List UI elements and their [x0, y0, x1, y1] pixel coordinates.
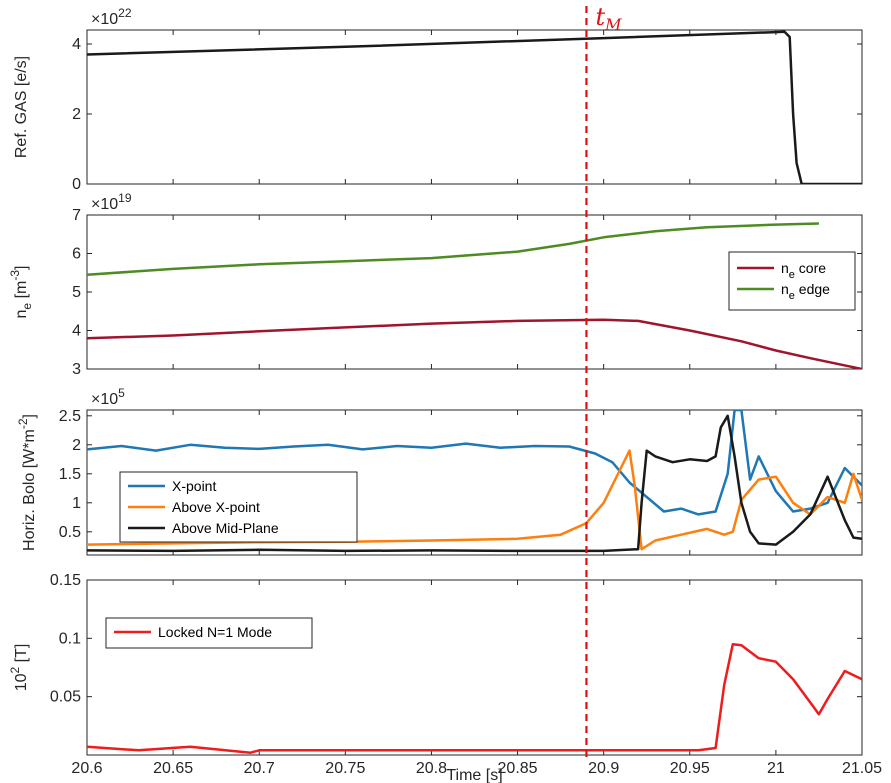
panel-3: 0.5 1 1.5 2 2.5 ×105 Horiz. Bolo [W*m-2] X-poin…	[16, 386, 863, 556]
y-axis-label: ne [m-3]	[8, 266, 34, 319]
y-tick-label: 4	[72, 323, 81, 340]
y-tick-label: 1	[72, 495, 81, 512]
legend-entry: ne core	[781, 260, 826, 281]
x-tick-label: 20.6	[71, 760, 102, 777]
marker-label: tM	[595, 3, 622, 34]
x-axis-label: Time [s]	[446, 767, 502, 783]
y-axis-label: Horiz. Bolo [W*m-2]	[16, 414, 38, 551]
legend-entry: Above Mid-Plane	[172, 520, 279, 536]
y-tick-label: 3	[72, 361, 81, 378]
legend: Locked N=1 Mode	[105, 617, 313, 649]
series-group	[87, 30, 862, 184]
panel-1: 0 2 4 ×1022 Ref. GAS [e/s]	[13, 6, 863, 193]
x-tick-label: 20.95	[670, 760, 710, 777]
axis-exponent: ×1022	[91, 6, 132, 28]
x-tick-label: 20.8	[416, 760, 447, 777]
plot-area	[86, 579, 863, 756]
legend-entry: Above X-point	[172, 499, 260, 515]
y-tick-label: 4	[72, 36, 81, 53]
y-axis-label: 102 [T]	[8, 644, 30, 692]
series-line-edge	[87, 222, 819, 276]
y-tick-label: 2.5	[59, 408, 81, 425]
x-tick-label: 20.7	[244, 760, 275, 777]
y-tick-label: 1.5	[59, 466, 81, 483]
series-line-x-point	[87, 410, 862, 516]
legend-box	[728, 251, 856, 311]
y-tick-label: 0.15	[50, 572, 81, 589]
series-line-locked-n-1-mode	[87, 642, 862, 754]
y-tick-label: 0.05	[50, 689, 81, 706]
x-tick-label: 20.65	[153, 760, 193, 777]
panel-4: 0.05 0.1 0.15 102 [T] Locked N=1 Mode	[8, 572, 863, 756]
x-tick-label: 21.05	[842, 760, 882, 777]
legend-entry: ne edge	[781, 281, 830, 302]
x-tick-label: 20.9	[588, 760, 619, 777]
y-tick-label: 6	[72, 246, 81, 263]
series-group	[87, 642, 862, 754]
y-tick-label: 0	[72, 176, 81, 193]
x-tick-label: 21	[767, 760, 785, 777]
legend: X-point Above X-point Above Mid-Plane	[119, 471, 358, 543]
series-line-above-x-point	[87, 449, 862, 551]
legend-entry: X-point	[172, 478, 216, 494]
series-line-0	[87, 30, 862, 184]
y-tick-label: 2	[72, 437, 81, 454]
axis-exponent: ×1019	[91, 191, 132, 213]
y-tick-label: 0.5	[59, 524, 81, 541]
y-tick-label: 2	[72, 106, 81, 123]
series-line-above-mid-plane	[87, 414, 862, 553]
series-group	[87, 222, 862, 369]
x-tick-label: 20.85	[498, 760, 538, 777]
y-tick-label: 7	[72, 207, 81, 224]
y-tick-label: 5	[72, 284, 81, 301]
y-axis-label: Ref. GAS [e/s]	[13, 56, 30, 158]
series-group	[87, 410, 862, 553]
series-line-core	[87, 318, 862, 369]
x-tick-label: 20.75	[325, 760, 365, 777]
axis-exponent: ×105	[91, 386, 125, 408]
plot-area	[86, 29, 863, 185]
y-tick-label: 0.1	[59, 630, 81, 647]
legend-entry: Locked N=1 Mode	[158, 624, 272, 640]
